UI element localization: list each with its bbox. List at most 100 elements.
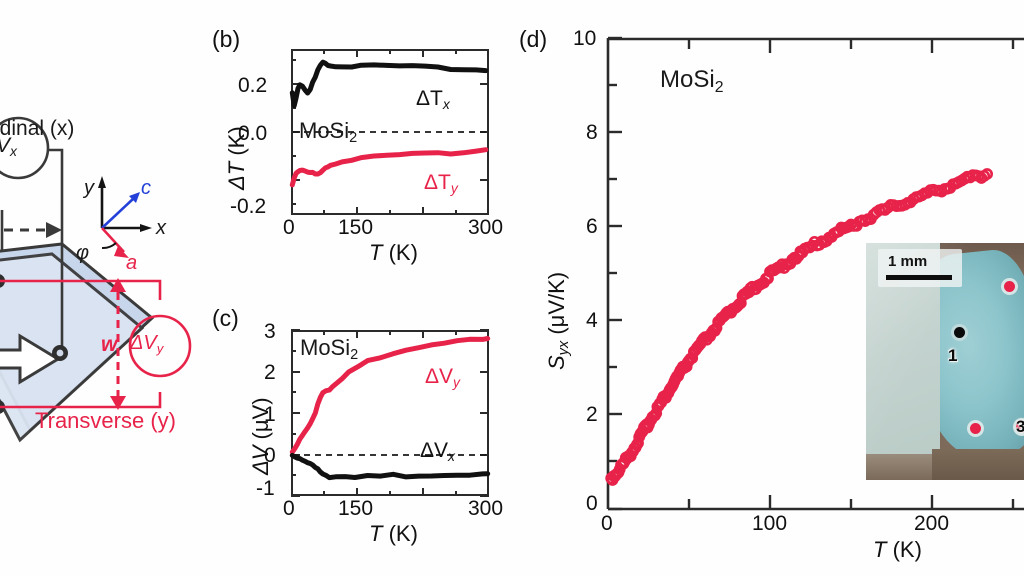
panel-d-ylabel-unit: (μV/K) [544,271,569,341]
panel-d-ylabel: Syx (μV/K) [544,271,572,370]
panel-d-sample-sub: 2 [714,78,724,96]
panel-d-ylabel-symbol: S [544,355,569,370]
panel-c-ytick-1: 2 [264,361,276,384]
panel-b-xtick-0: 0 [283,216,295,239]
voltmeter-dvy-subscript: y [156,340,164,356]
panel-d-ytick-2: 6 [586,215,598,238]
panel-d-xtick-2: 200 [914,512,950,535]
contact-dot-1 [954,327,965,338]
panel-c-sample-sub: 2 [350,347,359,364]
voltmeter-dvy-label: ΔVy [130,332,164,356]
voltmeter-x-label: Vx [0,134,17,160]
panel-d-inset-photo: 1 mm 1 3 [866,243,1024,480]
panel-c-ylabel-unit: (μV) [248,397,273,446]
panel-b-xlabel: T (K) [369,242,418,264]
axis-a-label: a [126,252,138,274]
contact-dot-red-bottom [970,423,981,434]
longitudinal-label: udinal (x) [0,117,75,140]
contact-label-3: 3 [1016,417,1024,436]
panel-c-ytick-3: 0 [264,444,276,467]
panel-b-legend-dtx-symbol: ΔT [416,87,443,110]
panel-b-legend-dty-symbol: ΔT [424,171,451,194]
panel-c-legend-dvx-symbol: ΔV [420,439,449,462]
panel-b-legend-dty: ΔTy [424,171,458,197]
panel-c-sample-label: MoSi2 [300,335,358,363]
panel-d-ytick-0: 10 [573,27,597,50]
panel-c-ytick-0: 3 [264,320,276,343]
panel-c-xtick-1: 150 [338,497,374,520]
panel-b-ylabel: ΔT (K) [224,126,249,190]
panel-d-xlabel: T (K) [873,539,922,561]
contact-dot-red-top [1004,281,1015,292]
panel-c-legend-dvy: ΔVy [425,365,460,391]
panel-c-xlabel-unit: (K) [382,521,418,546]
panel-b-sample-label: MoSi2 [299,118,357,146]
axis-x-label: x [156,217,166,239]
panel-b-legend-dty-sub: y [450,180,458,197]
inset-background-bottom-left [866,453,941,480]
panel-b-ylabel-unit: (K) [224,126,249,162]
panel-d-xlabel-unit: (K) [886,537,922,562]
panel-c-xlabel-symbol: T [369,521,383,546]
panel-c-ytick-2: 1 [264,403,276,426]
panel-c-ylabel-symbol: ΔV [248,445,273,475]
panel-d-ytick-5: 0 [586,492,598,515]
panel-d-ytick-4: 2 [586,403,598,426]
width-indicator [110,278,126,410]
panel-c-xtick-2: 300 [468,497,504,520]
panel-d-ylabel-sub: yx [556,340,573,356]
panel-d-xlabel-symbol: T [873,537,887,562]
panel-b-ytick-1: 0.0 [238,122,268,145]
panel-c-legend-dvy-symbol: ΔV [425,365,454,388]
panel-d-ytick-1: 8 [586,121,598,144]
panel-c-legend-dvx: ΔVx [420,439,455,465]
longitudinal-circuit [0,116,64,350]
panel-c-xtick-0: 0 [283,497,295,520]
panel-d-ytick-3: 4 [586,309,598,332]
panel-c-tag: (c) [212,305,239,331]
scale-bar-label: 1 mm [888,253,928,270]
panel-c-legend-dvy-sub: y [453,374,460,391]
panel-b-tag: (b) [212,26,241,52]
axis-c-label: c [141,177,151,199]
panel-b-xtick-1: 150 [338,216,374,239]
panel-c-legend-dvx-sub: x [448,448,455,465]
inset-background-bottom [932,449,1024,480]
panel-c-ylabel: ΔV (μV) [248,397,273,475]
scale-bar-background [878,249,962,287]
panel-b-xlabel-symbol: T [369,240,383,265]
schematic-drawing [0,116,192,443]
panel-b-legend-dtx-sub: x [442,96,450,113]
axis-y-label: y [84,177,94,199]
scale-bar-line [886,275,952,280]
panel-b-sample-name: MoSi [299,118,350,143]
panel-b-ytick-2: -0.2 [230,195,267,218]
panel-b-sample-sub: 2 [349,130,358,147]
panel-c-ytick-4: -1 [256,477,275,500]
angle-phi-label: φ [76,242,90,264]
panel-b-xtick-2: 300 [468,216,504,239]
panel-c-sample-name: MoSi [300,335,351,360]
transverse-circuit [0,279,192,409]
panel-d-sample-name: MoSi [660,66,715,93]
measurement-schematic: udinal (x) Vx ΔVy w Transverse (y) y x c… [0,0,215,576]
panel-d-xtick-1: 100 [752,512,788,535]
panel-d-sample-label: MoSi2 [660,66,724,96]
longitudinal-dashed-arrow [0,222,62,238]
panel-b-ytick-0: 0.2 [238,74,268,97]
width-label: w [101,333,118,356]
panel-b-ylabel-symbol: ΔT [224,161,249,190]
panel-b-xlabel-unit: (K) [382,240,418,265]
voltmeter-x-subscript: x [10,143,17,160]
panel-d-yticks [608,36,622,511]
voltmeter-x-symbol: V [0,134,10,157]
crystal-axes-compass [98,176,152,258]
heat-flow-arrow [0,333,61,385]
panel-b-legend-dtx: ΔTx [416,87,450,113]
voltmeter-dvy-symbol: ΔV [130,332,157,354]
contact-label-1: 1 [948,346,958,365]
panel-d-tag: (d) [519,26,548,52]
contact-dot-red-right [1016,421,1024,433]
transverse-label: Transverse (y) [35,408,176,433]
